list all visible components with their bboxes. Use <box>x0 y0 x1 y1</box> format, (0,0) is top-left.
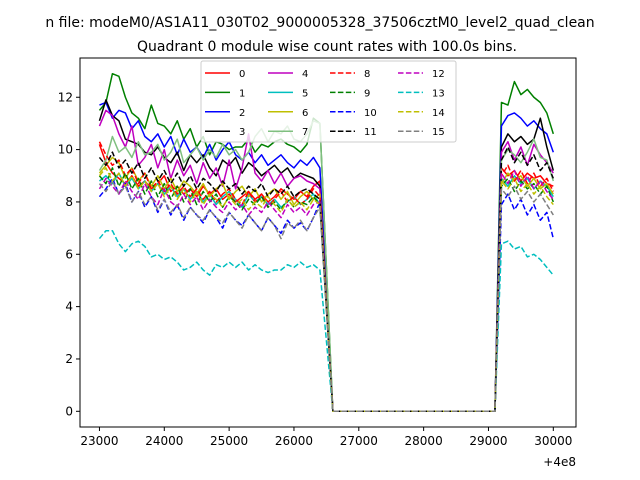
series-line-7 <box>98 120 555 413</box>
plot-area: 23000 24000 25000 26000 27000 28000 29000 30000… <box>58 57 577 469</box>
y-tick-label: 10 <box>58 143 73 157</box>
y-axis-ticks: 0 2 4 6 8 10 12 <box>58 90 80 418</box>
series-line-14 <box>98 167 554 413</box>
legend-label-0: 0 <box>239 69 245 80</box>
legend-label-4: 4 <box>302 69 308 80</box>
legend-box <box>200 60 457 143</box>
x-tick-label: 30000 <box>534 434 572 448</box>
legend-label-7: 7 <box>302 127 308 138</box>
y-tick-label: 0 <box>65 404 73 418</box>
y-tick-label: 8 <box>65 195 73 209</box>
y-tick-label: 6 <box>65 247 73 261</box>
legend-label-3: 3 <box>239 127 245 138</box>
legend-label-12: 12 <box>432 69 445 80</box>
x-tick-label: 27000 <box>340 434 378 448</box>
legend-label-5: 5 <box>302 88 308 99</box>
series-line-13 <box>98 229 554 413</box>
chart-title: Quadrant 0 module wise count rates with … <box>137 39 517 55</box>
series-line-8 <box>98 141 554 413</box>
x-offset-label: +4e8 <box>543 455 576 469</box>
figure-suptitle: n file: modeM0/AS1A11_030T02_9000005328_… <box>45 15 594 31</box>
legend-label-2: 2 <box>239 108 245 119</box>
y-tick-label: 4 <box>65 300 73 314</box>
legend-label-6: 6 <box>302 108 308 119</box>
x-tick-label: 23000 <box>80 434 118 448</box>
legend-label-8: 8 <box>364 69 370 80</box>
x-tick-label: 25000 <box>210 434 248 448</box>
y-tick-label: 2 <box>65 352 73 366</box>
legend-label-15: 15 <box>432 127 445 138</box>
x-tick-label: 29000 <box>469 434 507 448</box>
legend-label-9: 9 <box>364 88 370 99</box>
series-line-15 <box>98 180 554 413</box>
x-tick-label: 26000 <box>275 434 313 448</box>
series-layer <box>98 72 555 413</box>
legend-label-14: 14 <box>432 108 445 119</box>
legend-label-10: 10 <box>364 108 377 119</box>
series-line-12 <box>98 169 554 413</box>
x-tick-label: 24000 <box>145 434 183 448</box>
series-line-1 <box>98 72 555 413</box>
x-axis-ticks: 23000 24000 25000 26000 27000 28000 29000 30000 <box>80 427 572 448</box>
series-line-9 <box>98 167 555 413</box>
legend-label-11: 11 <box>364 127 377 138</box>
legend-label-13: 13 <box>432 88 445 99</box>
legend-label-1: 1 <box>239 88 245 99</box>
y-tick-label: 12 <box>58 90 73 104</box>
series-line-4 <box>98 109 554 413</box>
x-tick-label: 28000 <box>405 434 443 448</box>
axes-frame <box>79 57 577 428</box>
